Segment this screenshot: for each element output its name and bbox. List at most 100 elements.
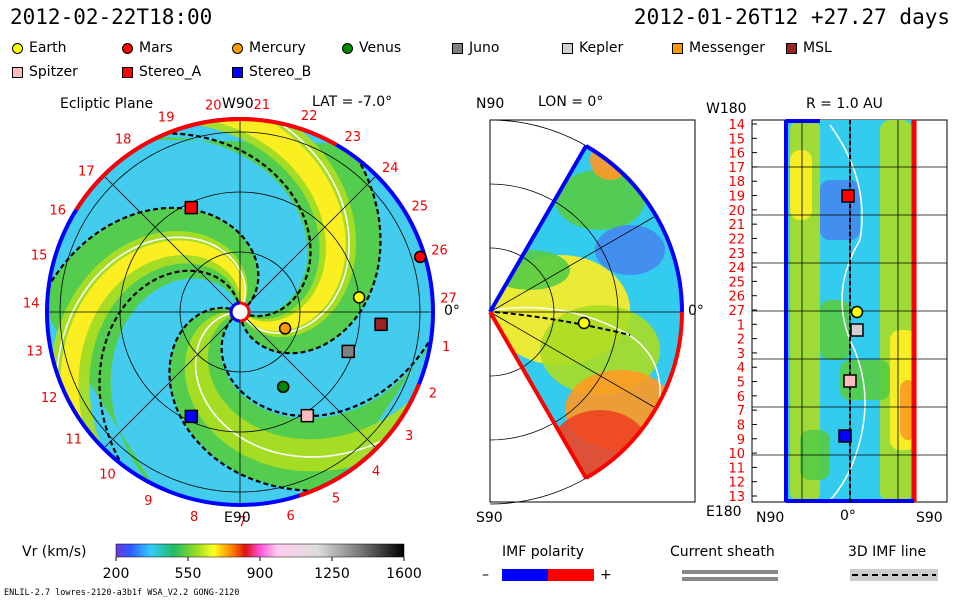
imf-line-label: 3D IMF line xyxy=(848,544,927,560)
speed-region xyxy=(555,170,645,230)
header-left-time: 2012-02-22T18:00 xyxy=(10,5,213,29)
juno-marker-icon xyxy=(452,42,463,54)
radial-time-label-7: 7 xyxy=(737,404,745,419)
carrington-label-23: 23 xyxy=(345,130,362,145)
radial-x-label-n90: N90 xyxy=(756,510,785,526)
legend-label: Stereo_A xyxy=(139,64,202,80)
speed-region xyxy=(840,360,890,400)
legend-label: Earth xyxy=(29,40,67,56)
speed-region xyxy=(790,150,812,220)
radial-grid-line xyxy=(239,175,377,313)
radial-time-label-6: 6 xyxy=(737,390,745,405)
carrington-label-14: 14 xyxy=(23,296,40,311)
radial-time-label-22: 22 xyxy=(728,233,745,248)
legend-label: Kepler xyxy=(579,40,624,56)
radial-time-label-13: 13 xyxy=(728,490,745,505)
radial-time-label-27: 27 xyxy=(728,304,745,319)
header-right-time: 2012-01-26T12 +27.27 days xyxy=(633,5,950,29)
ecliptic-spitzer-marker xyxy=(300,408,315,423)
lat-grid-line xyxy=(489,311,655,408)
lat-grid-line xyxy=(489,216,655,313)
spitzer-marker-icon xyxy=(12,66,23,78)
carrington-label-24: 24 xyxy=(382,161,399,176)
radial-time-label-1: 1 xyxy=(737,318,745,333)
legend-item-spitzer: Spitzer xyxy=(12,64,78,80)
meridional-top-label: N90 xyxy=(476,96,505,112)
imf-field-line xyxy=(240,138,382,355)
current-sheet-line xyxy=(829,124,866,501)
imf-field-line xyxy=(220,316,433,418)
current-sheath-line xyxy=(682,570,778,574)
imf-field-line xyxy=(494,311,631,336)
colorbar-tick-1250: 1250 xyxy=(314,566,350,582)
carrington-label-2: 2 xyxy=(429,387,437,402)
imf-field-line xyxy=(47,206,260,308)
current-sheet-line xyxy=(194,312,407,458)
colorbar xyxy=(115,543,405,558)
radial-time-label-15: 15 xyxy=(728,132,745,147)
radial-stereo-b-marker xyxy=(838,429,852,443)
speed-region xyxy=(595,225,665,275)
current-sheath-label: Current sheath xyxy=(670,544,775,560)
carrington-label-15: 15 xyxy=(31,248,48,263)
radial-grid-line xyxy=(103,311,241,449)
legend-item-mercury: Mercury xyxy=(232,40,306,56)
imf-polarity-positive xyxy=(548,569,594,581)
ecliptic-stereo-b-marker xyxy=(184,409,199,424)
radial-time-label-26: 26 xyxy=(728,290,745,305)
carrington-label-25: 25 xyxy=(412,199,429,214)
carrington-label-16: 16 xyxy=(50,204,67,219)
ecliptic-title: Ecliptic Plane xyxy=(60,96,154,112)
radial-time-label-11: 11 xyxy=(728,461,745,476)
meridional-earth-marker xyxy=(577,316,591,330)
imf-polarity-label: IMF polarity xyxy=(502,544,585,560)
mars-marker-icon xyxy=(122,42,133,54)
radial-spitzer-marker xyxy=(843,374,857,388)
meridional-bottom-label: S90 xyxy=(476,510,503,526)
mercury-marker-icon xyxy=(232,42,243,54)
radial-panel: 1415161718192021222324252627123456789101… xyxy=(728,118,948,505)
radial-time-label-20: 20 xyxy=(728,204,745,219)
ecliptic-polarity-arc xyxy=(74,117,421,498)
radial-grid-line xyxy=(103,175,241,313)
carrington-label-27: 27 xyxy=(440,291,457,306)
colorbar-tick-1600: 1600 xyxy=(386,566,422,582)
carrington-label-7: 7 xyxy=(238,515,246,530)
colorbar-label: Vr (km/s) xyxy=(22,544,87,560)
meridional-lon-label: LON = 0° xyxy=(538,94,604,110)
legend-item-venus: Venus xyxy=(342,40,401,56)
radial-time-label-3: 3 xyxy=(737,347,745,362)
carrington-label-21: 21 xyxy=(254,98,271,113)
radial-time-label-14: 14 xyxy=(728,118,745,133)
speed-region xyxy=(820,180,860,240)
radial-time-label-4: 4 xyxy=(737,361,745,376)
radial-time-label-18: 18 xyxy=(728,175,745,190)
radial-x-label-s90: S90 xyxy=(916,510,943,526)
ecliptic-earth-marker xyxy=(352,291,366,304)
legend-item-msl: MSL xyxy=(786,40,832,56)
earth-marker-icon xyxy=(12,42,23,54)
carrington-label-20: 20 xyxy=(205,99,222,114)
speed-band xyxy=(194,119,346,332)
carrington-label-10: 10 xyxy=(99,468,116,483)
carrington-label-11: 11 xyxy=(66,433,83,448)
carrington-label-22: 22 xyxy=(301,109,318,124)
radial-time-label-17: 17 xyxy=(728,161,745,176)
carrington-label-9: 9 xyxy=(144,494,152,509)
colorbar-tick-200: 200 xyxy=(103,566,130,582)
radial-grid-line xyxy=(239,311,377,449)
radial-stereo-a-marker xyxy=(841,189,855,203)
stereo-a-marker-icon xyxy=(122,66,133,78)
carrington-label-19: 19 xyxy=(158,110,175,125)
legend-label: MSL xyxy=(803,40,832,56)
current-sheet-line xyxy=(494,306,661,441)
legend-label: Messenger xyxy=(689,40,766,56)
carrington-label-1: 1 xyxy=(442,340,450,355)
carrington-label-8: 8 xyxy=(190,510,198,525)
ecliptic-top-label: W90 xyxy=(222,96,254,112)
ecliptic-msl-marker xyxy=(374,317,388,332)
carrington-label-12: 12 xyxy=(41,391,58,406)
legend-label: Spitzer xyxy=(29,64,78,80)
radial-time-label-25: 25 xyxy=(728,275,745,290)
